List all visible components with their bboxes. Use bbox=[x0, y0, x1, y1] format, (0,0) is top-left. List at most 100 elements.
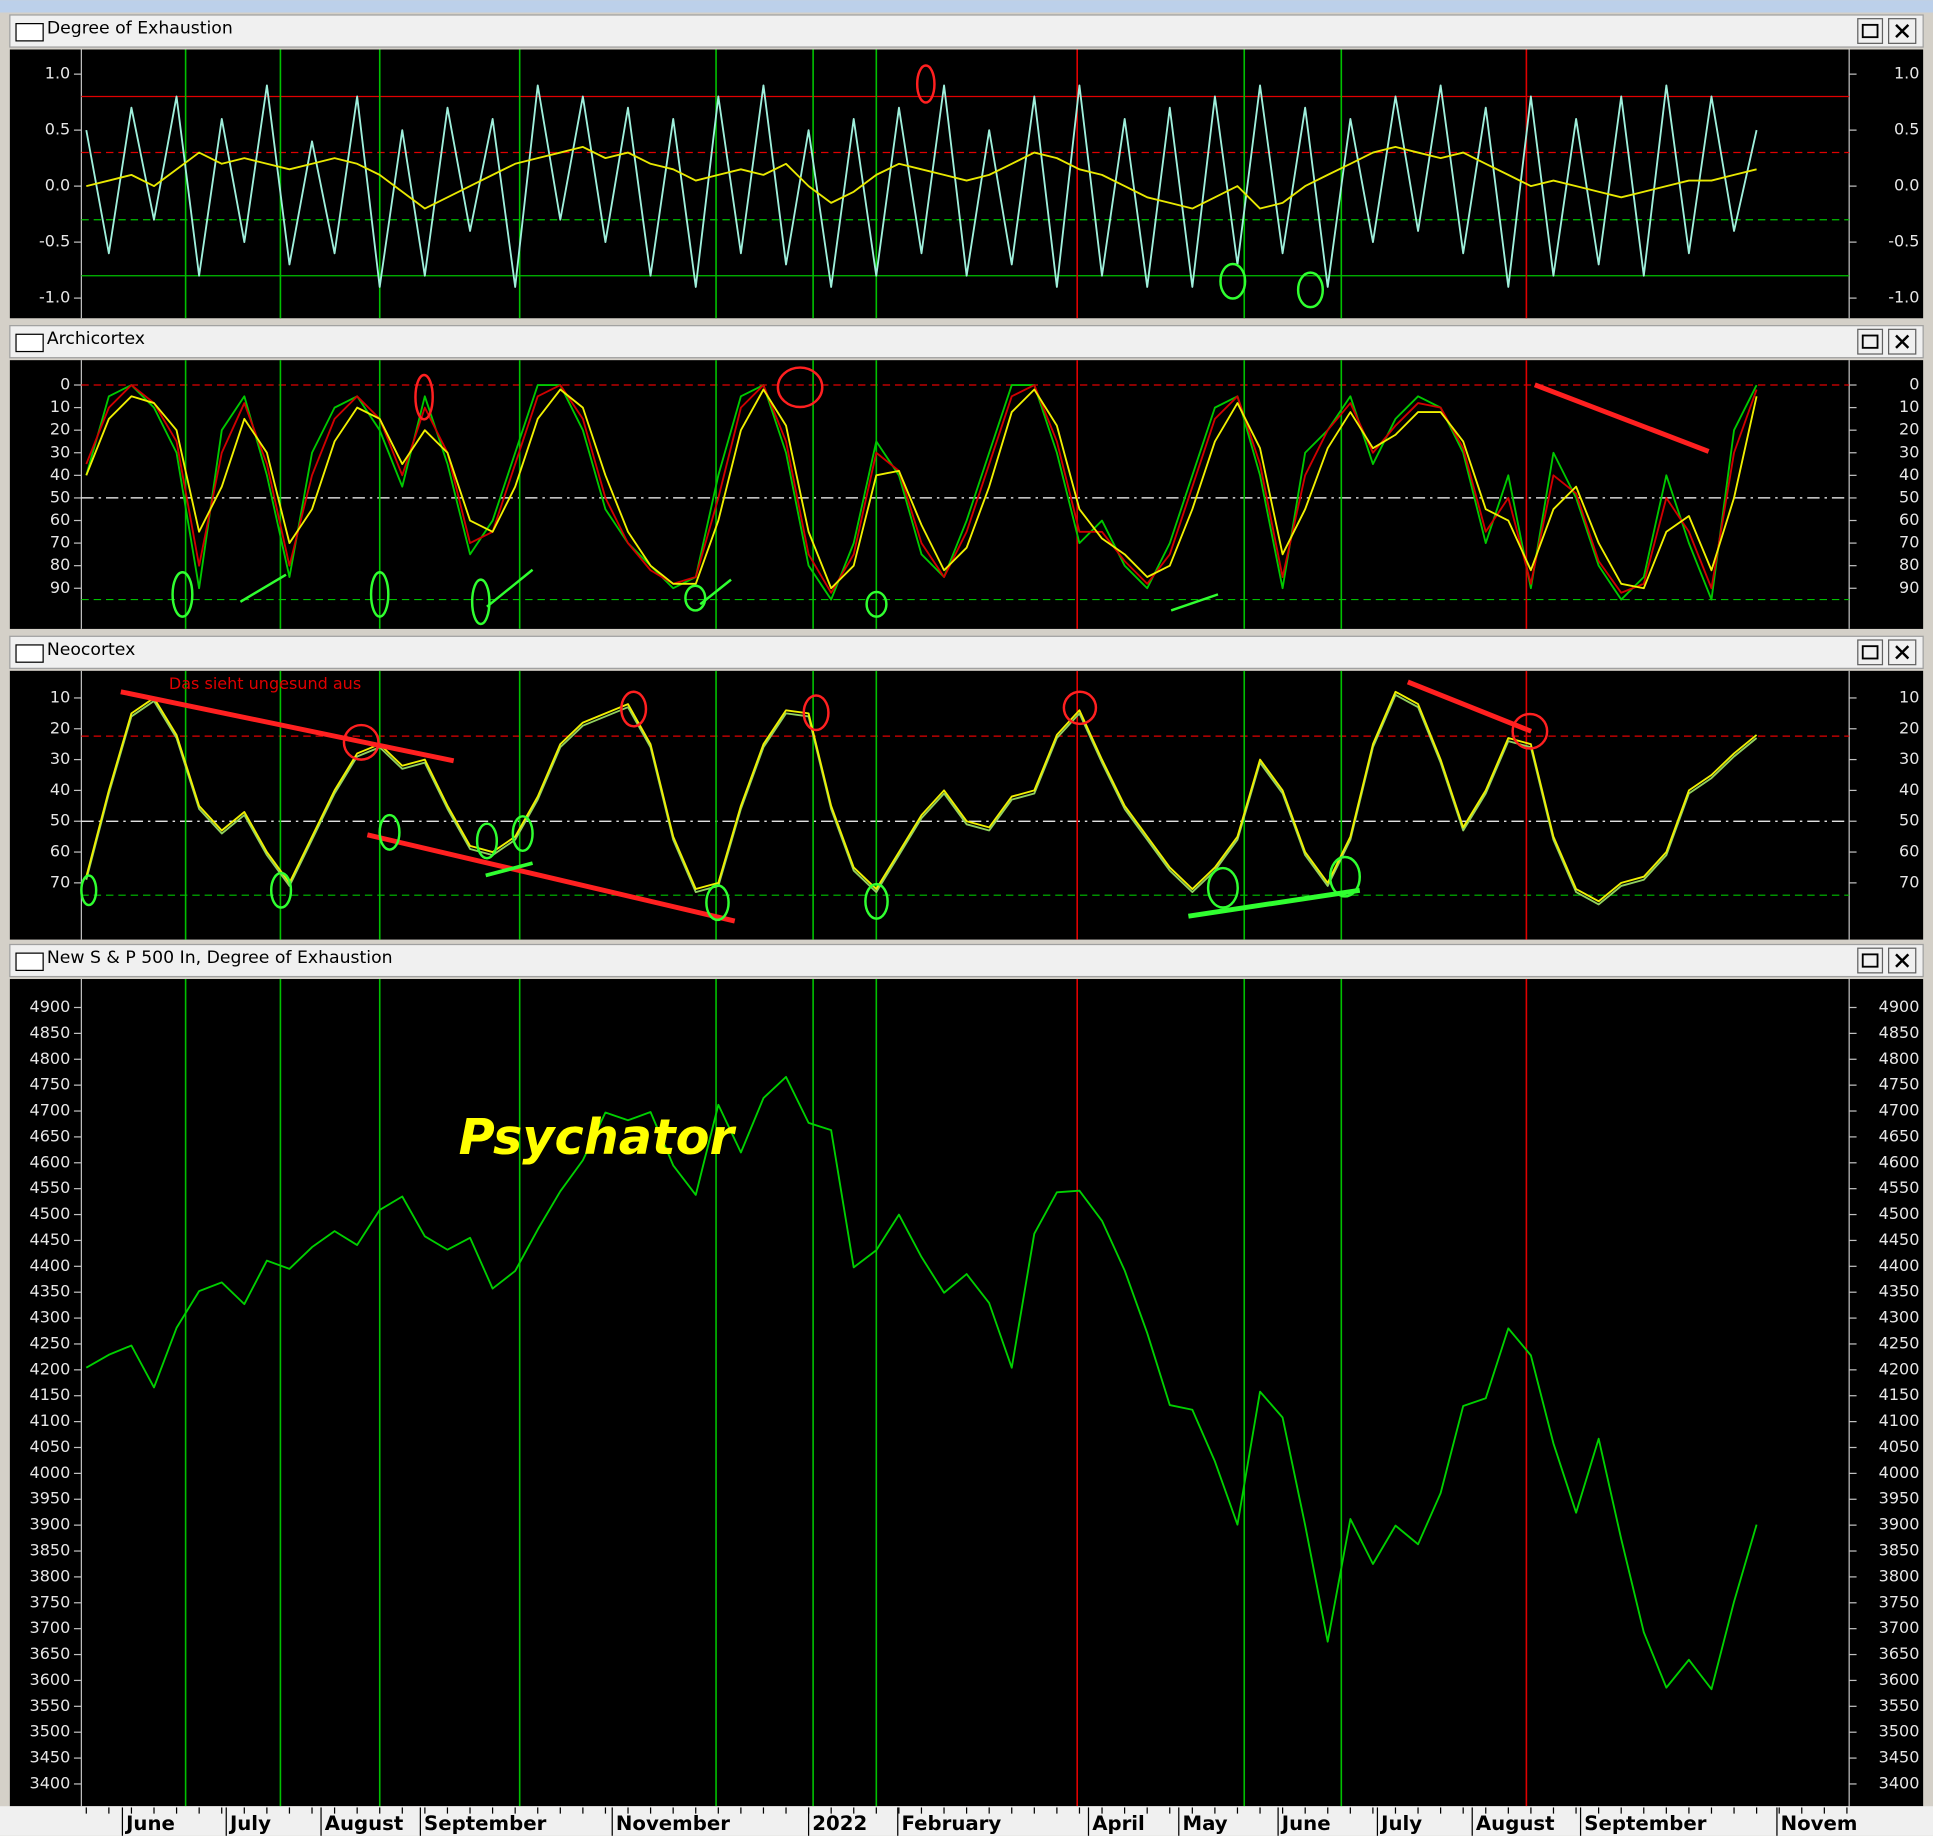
annotation-circle bbox=[1328, 855, 1361, 898]
panel-icon bbox=[15, 644, 44, 663]
y-tick-label-right: 3850 bbox=[1879, 1541, 1920, 1560]
y-tick-label: 30 bbox=[50, 749, 70, 768]
y-tick-label: 20 bbox=[50, 420, 70, 439]
annotation-circle bbox=[705, 884, 730, 922]
close-icon bbox=[1895, 645, 1910, 660]
y-tick-label: 3550 bbox=[30, 1696, 71, 1715]
y-tick-label: 70 bbox=[50, 533, 70, 552]
y-tick-label-right: 3650 bbox=[1879, 1644, 1920, 1663]
series-line bbox=[85, 693, 1758, 906]
y-tick-label: 1.0 bbox=[45, 64, 70, 83]
x-tick-label: May bbox=[1182, 1812, 1227, 1835]
y-tick-label: 50 bbox=[50, 811, 70, 830]
y-tick-label-right: 40 bbox=[1899, 465, 1919, 484]
y-tick-label: -0.5 bbox=[39, 232, 70, 251]
y-tick-label: 4300 bbox=[30, 1308, 71, 1327]
x-tick-label: April bbox=[1092, 1812, 1145, 1835]
y-tick-label: 4800 bbox=[30, 1049, 71, 1068]
close-icon bbox=[1895, 23, 1910, 39]
close-icon bbox=[1895, 334, 1910, 349]
y-tick-label-right: 1.0 bbox=[1894, 64, 1919, 83]
annotation-circle bbox=[378, 813, 401, 851]
panel-title: New S & P 500 In, Degree of Exhaustion bbox=[47, 948, 393, 968]
panel: Neocortex 10 10 20 20 30 30 40 40 50 50 60 60 70 70 bbox=[9, 635, 1924, 940]
annotation-circle bbox=[511, 815, 534, 853]
y-tick-label-right: 4900 bbox=[1879, 997, 1920, 1016]
drawing-annotations bbox=[80, 64, 1710, 924]
panels: Degree of Exhaustion -1.0 -1.0 -0.5 -0.5 0.0 0… bbox=[9, 14, 1924, 1807]
y-tick-label: 80 bbox=[50, 555, 70, 574]
panel-title: Neocortex bbox=[47, 640, 135, 660]
panel-header bbox=[9, 325, 1924, 359]
annotation-line bbox=[485, 861, 534, 878]
y-tick-label: 4850 bbox=[30, 1023, 71, 1042]
y-tick-label: 4700 bbox=[30, 1101, 71, 1120]
maximize-button[interactable] bbox=[1857, 18, 1884, 44]
series-line bbox=[85, 84, 1758, 288]
y-tick-label-right: 70 bbox=[1899, 533, 1919, 552]
y-tick-label-right: 4600 bbox=[1879, 1152, 1920, 1171]
y-tick-label: 50 bbox=[50, 487, 70, 506]
watermark-text: Psychator bbox=[459, 1108, 737, 1166]
x-tick-label: July bbox=[228, 1812, 271, 1835]
y-tick-label-right: 4200 bbox=[1879, 1359, 1920, 1378]
panel: Archicortex 0 0 10 10 20 20 30 30 40 40 50 50 60 60 70 7… bbox=[9, 325, 1924, 629]
annotation-line bbox=[1170, 593, 1219, 612]
panel-icon bbox=[15, 23, 44, 42]
y-tick-label-right: 30 bbox=[1899, 749, 1919, 768]
y-tick-label-right: 4850 bbox=[1879, 1023, 1920, 1042]
y-tick-label: 4400 bbox=[30, 1256, 71, 1275]
y-tick-label: 40 bbox=[50, 780, 70, 799]
panel-header bbox=[9, 943, 1924, 978]
annotation-circle bbox=[776, 366, 824, 409]
panel-header bbox=[9, 14, 1924, 48]
x-tick-label: November bbox=[616, 1812, 730, 1835]
y-tick-label-right: 4800 bbox=[1879, 1049, 1920, 1068]
panel-title: Archicortex bbox=[47, 329, 145, 349]
annotation-circle bbox=[802, 694, 830, 732]
y-tick-label-right: 3750 bbox=[1879, 1592, 1920, 1611]
y-tick-label-right: -1.0 bbox=[1888, 288, 1919, 307]
maximize-button[interactable] bbox=[1857, 947, 1884, 974]
y-tick-label-right: 30 bbox=[1899, 442, 1919, 461]
y-tick-label-right: 50 bbox=[1899, 487, 1919, 506]
y-tick-label-right: 20 bbox=[1899, 420, 1919, 439]
y-tick-label-right: 0.5 bbox=[1894, 120, 1919, 139]
annotation-circle bbox=[1219, 262, 1247, 300]
y-tick-label-right: 0 bbox=[1909, 375, 1919, 394]
annotation-circle bbox=[865, 590, 888, 618]
y-tick-label-right: 4700 bbox=[1879, 1101, 1920, 1120]
plot-background bbox=[9, 360, 1924, 629]
y-tick-label: 40 bbox=[50, 465, 70, 484]
y-tick-label-right: 3900 bbox=[1879, 1515, 1920, 1534]
y-tick-label: 3600 bbox=[30, 1670, 71, 1689]
y-tick-label: 0.5 bbox=[45, 120, 70, 139]
maximize-icon bbox=[1861, 23, 1879, 39]
y-tick-label: 4750 bbox=[30, 1075, 71, 1094]
y-tick-label-right: 3550 bbox=[1879, 1696, 1920, 1715]
maximize-button[interactable] bbox=[1857, 639, 1884, 666]
time-axis: June July August September November 2022 Febru… bbox=[85, 1807, 1857, 1836]
close-icon bbox=[1895, 953, 1910, 968]
maximize-icon bbox=[1861, 645, 1879, 660]
y-tick-label-right: 3600 bbox=[1879, 1670, 1920, 1689]
x-tick-label: September bbox=[424, 1812, 547, 1835]
y-tick-label-right: 0.0 bbox=[1894, 176, 1919, 195]
maximize-button[interactable] bbox=[1857, 328, 1884, 355]
series-line bbox=[85, 384, 1758, 601]
annotation-circle bbox=[1296, 271, 1325, 309]
y-tick-label: 10 bbox=[50, 687, 70, 706]
x-tick-label: 2022 bbox=[812, 1812, 867, 1835]
window-title-bar bbox=[0, 0, 1933, 13]
y-tick-label: 4000 bbox=[30, 1463, 71, 1482]
y-tick-label-right: 4050 bbox=[1879, 1437, 1920, 1456]
y-tick-label: 60 bbox=[50, 842, 70, 861]
y-tick-label: 3950 bbox=[30, 1489, 71, 1508]
annotation-line bbox=[1533, 382, 1710, 454]
panel-title: Degree of Exhaustion bbox=[47, 19, 233, 39]
y-tick-label-right: 4000 bbox=[1879, 1463, 1920, 1482]
x-tick-label: July bbox=[1379, 1812, 1422, 1835]
y-tick-label-right: 90 bbox=[1899, 578, 1919, 597]
y-tick-label-right: 4650 bbox=[1879, 1126, 1920, 1145]
annotation-circle bbox=[470, 578, 491, 626]
